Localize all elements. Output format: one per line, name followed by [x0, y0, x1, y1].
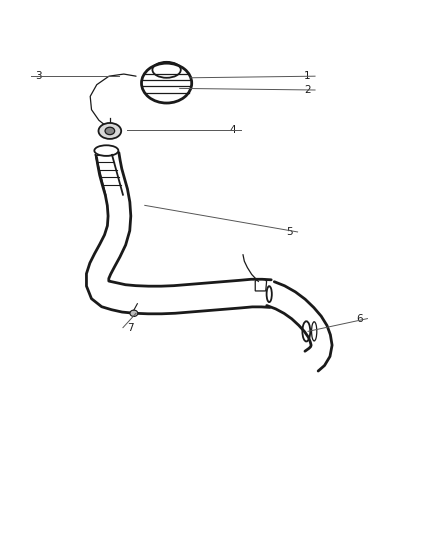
Ellipse shape — [105, 127, 115, 135]
Text: 4: 4 — [230, 125, 237, 135]
Ellipse shape — [99, 123, 121, 139]
Ellipse shape — [130, 310, 138, 317]
Text: 1: 1 — [304, 71, 311, 81]
Text: 7: 7 — [127, 322, 134, 333]
Text: 3: 3 — [35, 71, 42, 81]
Text: 2: 2 — [304, 85, 311, 95]
Text: 6: 6 — [357, 313, 363, 324]
Text: 5: 5 — [286, 227, 293, 237]
